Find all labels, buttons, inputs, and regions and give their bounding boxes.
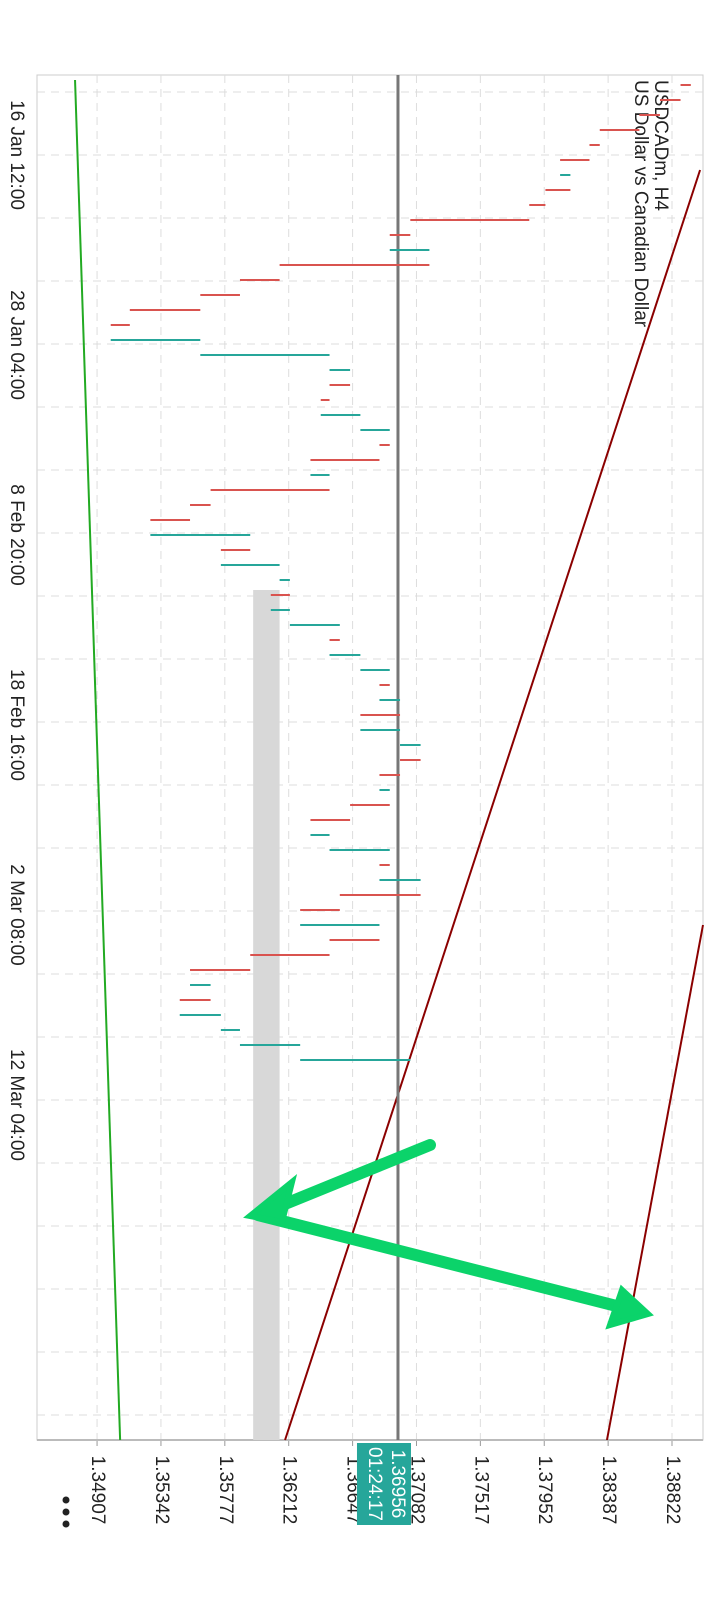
price-tick-label: 1.38822 [662, 1456, 683, 1525]
price-tick-label: 1.37517 [470, 1456, 491, 1525]
price-tick-label: 1.37952 [534, 1456, 555, 1525]
symbol: USDCADm, H4 [650, 80, 671, 211]
time-label: 18 Feb 16:00 [6, 669, 27, 781]
price-tick-label: 1.36212 [279, 1456, 300, 1525]
time-label: 28 Jan 04:00 [6, 290, 27, 400]
trendline [284, 169, 702, 1441]
dot[interactable] [62, 1508, 70, 1516]
current-price-label: 1.36956 [387, 1450, 408, 1519]
price-tick-label: 1.35777 [215, 1456, 236, 1525]
time-label: 8 Feb 20:00 [6, 484, 27, 585]
time-label: 16 Jan 12:00 [6, 100, 27, 210]
dot[interactable] [62, 1496, 70, 1504]
trendline [74, 79, 122, 1441]
time-label: 2 Mar 08:00 [6, 864, 27, 965]
zone [253, 590, 280, 1440]
dot[interactable] [62, 1520, 70, 1528]
description: US Dollar vs Canadian Dollar [630, 80, 651, 328]
time-label: 12 Mar 04:00 [6, 1049, 27, 1161]
price-label-box [356, 1443, 411, 1525]
arrow-head [243, 1174, 654, 1330]
price-tick-label: 1.38387 [598, 1456, 619, 1525]
price-tick-label: 1.37082 [406, 1456, 427, 1525]
plot-area [36, 74, 704, 1441]
price-tick-label: 1.34907 [87, 1456, 108, 1525]
price-tick-label: 1.35342 [151, 1456, 172, 1525]
menu-dots[interactable] [62, 1496, 70, 1528]
countdown-label: 01:24:17 [364, 1447, 385, 1521]
trendline [605, 924, 704, 1441]
